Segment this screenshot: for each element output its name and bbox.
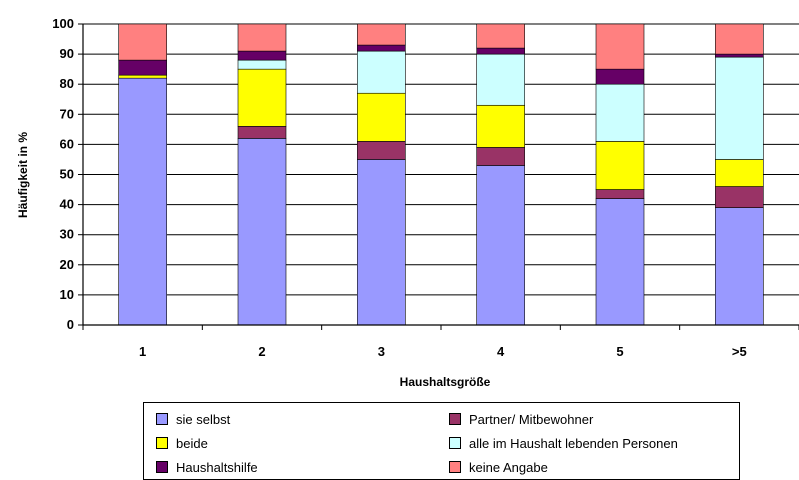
bar-segment->5-5 [715,53,764,58]
bar-segment->5-6 [715,23,764,55]
bar-segment-4-2 [476,147,525,166]
y-tick-label: 20 [60,257,74,272]
bar-segment-2-3 [237,68,287,127]
x-tick-label: 2 [258,344,265,359]
gridlines [83,23,799,296]
bar-segment-5-2 [595,189,645,199]
legend: sie selbst Partner/ Mitbewohner beide alle … [143,402,740,480]
bar-segment-4-5 [476,47,525,55]
x-tick-label: 4 [497,344,505,359]
legend-item: Haushaltshilfe [156,458,258,476]
y-tick-label: 70 [60,106,74,121]
bar-segment-3-4 [357,50,406,94]
bar-segment-4-1 [476,165,525,326]
bar-segment-5-4 [595,83,645,142]
bars [118,23,764,326]
legend-swatch [156,461,168,473]
bar-segment-3-1 [357,159,406,326]
bar-segment-2-4 [237,59,287,70]
y-tick-label: 60 [60,136,74,151]
legend-item: beide [156,434,208,452]
bar-segment-1-3 [118,74,167,79]
bar-segment-2-1 [237,138,287,326]
x-tick-labels: 1 2 3 4 5 >5 [139,344,747,359]
legend-swatch [449,437,461,449]
bar-segment->5-1 [715,207,764,326]
bar-segment-5-3 [595,141,645,190]
bar-segment-2-5 [237,50,287,61]
bar-segment-1-6 [118,23,167,61]
bar-segment-5-5 [595,68,645,85]
bar-segment-3-6 [357,23,406,46]
legend-label: beide [176,435,208,451]
legend-item: keine Angabe [449,458,548,476]
y-tick-label: 90 [60,46,74,61]
bar-segment-4-6 [476,23,525,49]
x-tick-label: 1 [139,344,146,359]
legend-swatch [449,413,461,425]
x-tick-label: 5 [616,344,623,359]
y-tick-label: 10 [60,287,74,302]
legend-label: sie selbst [176,411,231,427]
bar-segment-4-3 [476,104,525,148]
y-axis-title: Häufigkeit in % [16,132,30,218]
bar-segment-4-4 [476,53,525,106]
bar-segment-3-3 [357,92,406,142]
bar-segment-3-5 [357,44,406,52]
legend-label: keine Angabe [469,459,548,475]
bar-segment-2-6 [237,23,287,52]
bar-segment-3-2 [357,141,406,160]
bar-segment-2-2 [237,126,287,139]
bar-segment-1-5 [118,59,167,76]
bar-segment->5-4 [715,56,764,160]
legend-item: alle im Haushalt lebenden Personen [449,434,678,452]
legend-item: sie selbst [156,410,230,428]
y-tick-label: 80 [60,76,74,91]
bar-segment->5-2 [715,186,764,208]
axes [78,23,799,330]
y-tick-label: 40 [60,197,74,212]
legend-swatch [156,437,168,449]
bar-segment-5-6 [595,23,645,70]
y-tick-label: 0 [67,317,74,332]
legend-swatch [156,413,168,425]
legend-item: Partner/ Mitbewohner [449,410,593,428]
x-tick-label: 3 [378,344,385,359]
stacked-bar-chart: 0 10 20 30 40 50 60 70 80 90 100 1 2 3 4 5 >5 Häufigkei… [16,16,799,389]
legend-label: alle im Haushalt lebenden Personen [469,435,678,451]
x-axis-title: Haushaltsgröße [400,375,491,389]
legend-swatch [449,461,461,473]
bar-segment->5-3 [715,159,764,187]
y-tick-label: 100 [52,16,74,31]
y-tick-label: 50 [60,167,74,182]
x-tick-label: >5 [732,344,747,359]
y-tick-labels: 0 10 20 30 40 50 60 70 80 90 100 [52,16,74,332]
bar-segment-1-1 [118,77,167,326]
legend-label: Haushaltshilfe [176,459,258,475]
bar-segment-5-1 [595,198,645,326]
legend-label: Partner/ Mitbewohner [469,411,594,427]
y-tick-label: 30 [60,227,74,242]
